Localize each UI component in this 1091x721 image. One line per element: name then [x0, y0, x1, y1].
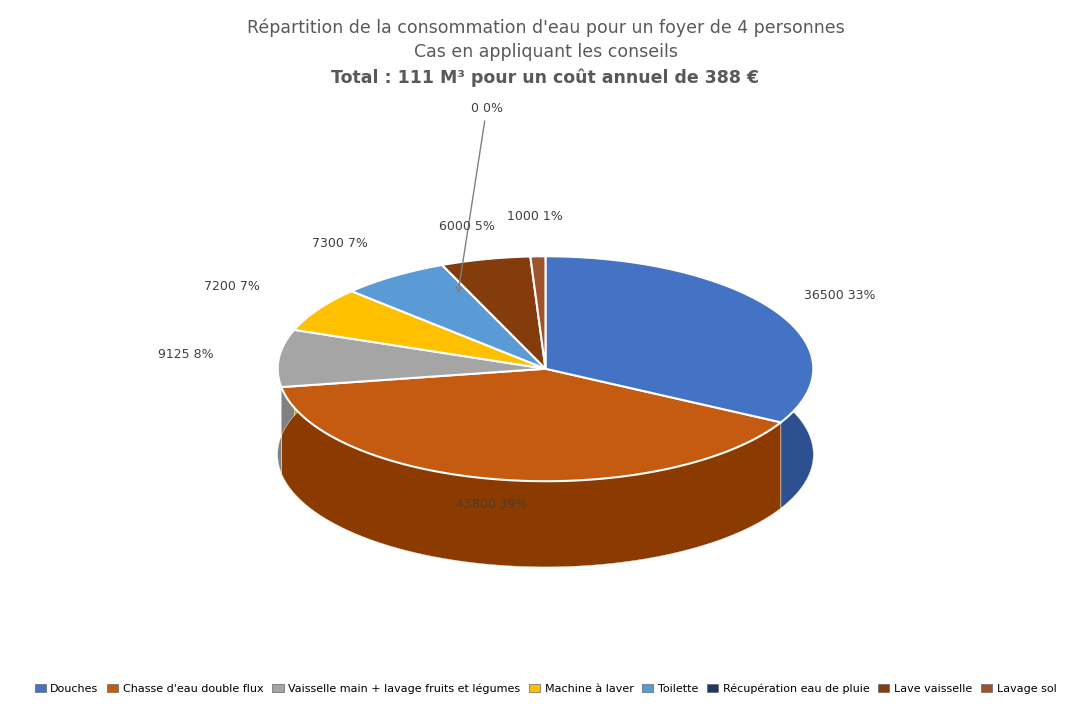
Text: Cas en appliquant les conseils: Cas en appliquant les conseils	[413, 43, 678, 61]
Text: Répartition de la consommation d'eau pour un foyer de 4 personnes: Répartition de la consommation d'eau pou…	[247, 18, 844, 37]
Polygon shape	[278, 330, 546, 387]
Polygon shape	[530, 256, 546, 342]
Legend: Douches, Chasse d'eau double flux, Vaisselle main + lavage fruits et légumes, Ma: Douches, Chasse d'eau double flux, Vaiss…	[35, 684, 1056, 694]
Polygon shape	[546, 256, 813, 508]
Polygon shape	[546, 256, 813, 423]
Polygon shape	[281, 368, 781, 481]
Ellipse shape	[278, 342, 813, 567]
Polygon shape	[530, 256, 546, 368]
Text: 43800 39%: 43800 39%	[456, 497, 527, 510]
Polygon shape	[278, 330, 295, 473]
Text: 9125 8%: 9125 8%	[158, 348, 214, 361]
Polygon shape	[281, 387, 781, 567]
Polygon shape	[295, 291, 546, 368]
Text: 0 0%: 0 0%	[456, 102, 503, 292]
Polygon shape	[295, 291, 351, 415]
Polygon shape	[442, 257, 530, 350]
Text: Total : 111 M³ pour un coût annuel de 388 €: Total : 111 M³ pour un coût annuel de 38…	[332, 68, 759, 87]
Text: 6000 5%: 6000 5%	[440, 220, 495, 233]
Text: 36500 33%: 36500 33%	[804, 288, 876, 301]
Polygon shape	[351, 265, 442, 377]
Text: 1000 1%: 1000 1%	[507, 211, 563, 224]
Text: 7200 7%: 7200 7%	[204, 280, 260, 293]
Polygon shape	[351, 265, 546, 368]
Text: 7300 7%: 7300 7%	[312, 237, 369, 250]
Polygon shape	[442, 257, 546, 368]
